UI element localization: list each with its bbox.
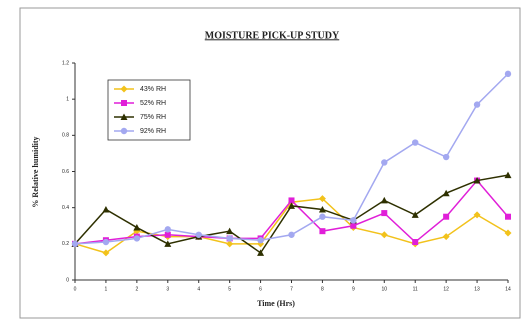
y-tick-label: 1.2 [62, 60, 69, 66]
marker [164, 231, 171, 238]
marker [380, 196, 388, 204]
legend-label: 52% RH [140, 100, 166, 107]
x-tick-label: 6 [259, 286, 262, 292]
x-tick-label: 13 [474, 286, 480, 292]
marker [164, 226, 171, 233]
marker [411, 211, 419, 218]
legend-label: 75% RH [140, 114, 166, 121]
marker [102, 238, 110, 246]
legend-marker [120, 113, 128, 120]
marker [442, 189, 450, 197]
x-axis-label: Time (Hrs) [257, 299, 295, 308]
y-tick-label: 0.8 [62, 133, 69, 139]
marker [226, 240, 234, 248]
x-tick-label: 5 [228, 286, 231, 292]
chart-frame [19, 7, 521, 319]
marker [288, 231, 295, 238]
marker [473, 101, 481, 108]
x-tick-label: 9 [352, 286, 355, 292]
marker [504, 171, 512, 179]
y-tick-label: 0.6 [62, 169, 69, 175]
marker [442, 233, 450, 241]
marker [257, 249, 265, 256]
x-tick-label: 4 [197, 286, 200, 292]
marker [443, 213, 450, 220]
marker [473, 177, 481, 184]
marker [226, 227, 234, 235]
marker [473, 211, 481, 219]
marker [71, 240, 79, 248]
x-tick-label: 11 [413, 286, 418, 292]
marker [288, 202, 295, 209]
y-tick-label: 0.4 [62, 205, 69, 211]
x-tick-label: 12 [443, 286, 449, 292]
marker [412, 139, 419, 146]
x-tick-label: 7 [290, 286, 293, 292]
marker [319, 213, 326, 220]
marker [257, 237, 264, 244]
x-tick-label: 1 [105, 286, 108, 292]
legend-marker [120, 85, 128, 93]
marker [442, 153, 450, 161]
marker [288, 197, 295, 204]
y-tick-label: 1 [66, 96, 69, 102]
legend-marker [120, 127, 128, 135]
x-tick-label: 0 [74, 286, 77, 292]
marker [504, 229, 512, 237]
x-tick-label: 8 [321, 286, 324, 292]
chart-title: MOISTURE PICK-UP STUDY [205, 30, 340, 41]
marker [195, 231, 202, 238]
marker [133, 235, 141, 242]
x-tick-label: 10 [382, 286, 388, 292]
x-tick-label: 2 [135, 286, 138, 292]
x-tick-label: 14 [505, 286, 511, 292]
marker [318, 195, 326, 203]
marker [133, 224, 141, 231]
x-tick-label: 3 [166, 286, 169, 292]
marker [380, 231, 388, 239]
y-axis-label: % Relative humidity [31, 136, 40, 207]
marker [381, 210, 388, 217]
marker [350, 217, 357, 224]
legend-marker [121, 100, 127, 106]
legend-label: 43% RH [140, 86, 166, 93]
legend-label: 92% RH [140, 128, 166, 135]
marker [102, 205, 110, 213]
marker [164, 240, 172, 247]
marker [505, 213, 511, 220]
marker [412, 239, 419, 246]
marker [319, 228, 326, 235]
marker [350, 222, 357, 229]
y-tick-label: 0.2 [62, 241, 69, 247]
marker [381, 159, 388, 166]
marker [226, 235, 233, 242]
marker [102, 249, 110, 257]
marker [504, 70, 512, 78]
marker [318, 205, 326, 213]
y-tick-label: 0 [66, 277, 69, 283]
